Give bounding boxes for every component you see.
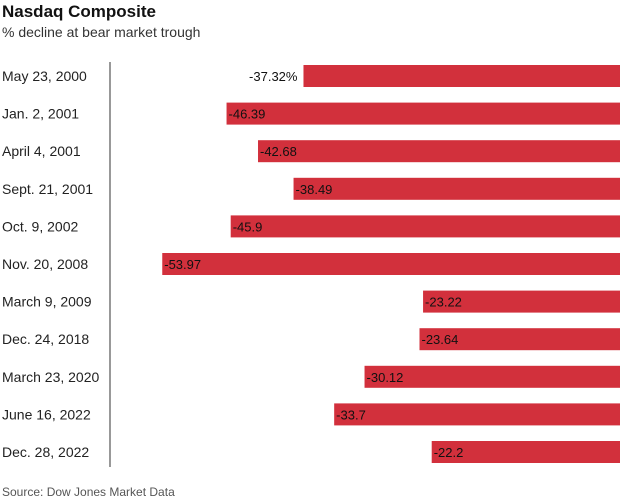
category-label: March 23, 2020 [2, 369, 99, 385]
category-label: March 9, 2009 [2, 294, 92, 310]
value-label: -22.2 [434, 445, 464, 460]
chart-title: Nasdaq Composite [2, 2, 156, 21]
category-label: Dec. 24, 2018 [2, 331, 89, 347]
bar [334, 403, 620, 426]
value-label: -37.32% [249, 69, 298, 84]
bar [230, 215, 620, 238]
value-label: -23.64 [421, 332, 458, 347]
bar [258, 140, 620, 163]
category-label: June 16, 2022 [2, 406, 91, 422]
bar [431, 441, 620, 463]
category-label: Nov. 20, 2008 [2, 256, 88, 272]
category-label: Sept. 21, 2001 [2, 181, 93, 197]
category-label: Dec. 28, 2022 [2, 444, 89, 460]
value-label: -46.39 [229, 107, 266, 122]
value-label: -33.7 [336, 407, 366, 422]
bar [293, 177, 620, 200]
bar [364, 365, 620, 388]
value-label: -30.12 [367, 370, 404, 385]
bar [303, 65, 620, 87]
value-label: -23.22 [425, 295, 462, 310]
value-label: -38.49 [296, 182, 333, 197]
source-note: Source: Dow Jones Market Data [2, 485, 175, 499]
bar [423, 290, 620, 313]
chart-subtitle: % decline at bear market trough [2, 24, 201, 40]
value-label: -42.68 [260, 144, 297, 159]
value-label: -45.9 [233, 219, 263, 234]
category-label: Jan. 2, 2001 [2, 106, 79, 122]
bar [419, 328, 620, 351]
category-label: May 23, 2000 [2, 68, 87, 84]
category-label: Oct. 9, 2002 [2, 218, 78, 234]
category-label: April 4, 2001 [2, 143, 81, 159]
bar [162, 253, 620, 275]
value-label: -53.97 [164, 257, 201, 272]
bar [226, 102, 620, 125]
